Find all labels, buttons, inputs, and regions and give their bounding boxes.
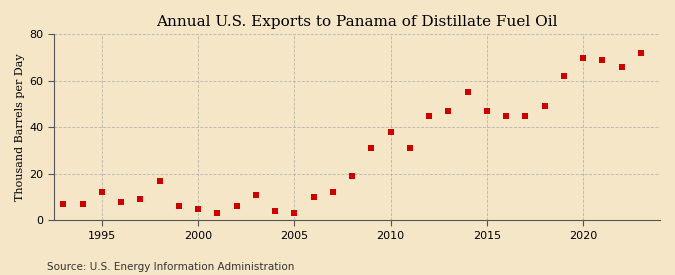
Point (443, 109, 454, 113)
Point (404, 146, 415, 150)
Point (154, 178, 165, 183)
Title: Annual U.S. Exports to Panama of Distillate Fuel Oil: Annual U.S. Exports to Panama of Distill… (156, 15, 558, 29)
Point (115, 200, 126, 204)
Point (308, 195, 319, 199)
Point (616, 65, 627, 69)
Point (97, 190, 107, 195)
Point (558, 74, 569, 78)
Point (77, 202, 88, 206)
Point (385, 130, 396, 134)
Point (462, 90, 473, 95)
Point (501, 114, 512, 118)
Point (289, 211, 300, 216)
Point (192, 207, 203, 211)
Point (481, 109, 492, 113)
Point (366, 146, 377, 150)
Y-axis label: Thousand Barrels per Day: Thousand Barrels per Day (15, 54, 25, 201)
Point (578, 55, 589, 60)
Point (520, 114, 531, 118)
Point (250, 192, 261, 197)
Text: Source: U.S. Energy Information Administration: Source: U.S. Energy Information Administ… (47, 262, 294, 272)
Point (173, 204, 184, 208)
Point (635, 51, 646, 55)
Point (539, 104, 550, 109)
Point (58, 202, 69, 206)
Point (347, 174, 358, 178)
Point (327, 190, 338, 195)
Point (135, 197, 146, 202)
Point (424, 114, 435, 118)
Point (212, 211, 223, 216)
Point (597, 58, 608, 62)
Point (231, 204, 242, 208)
Point (269, 209, 280, 213)
